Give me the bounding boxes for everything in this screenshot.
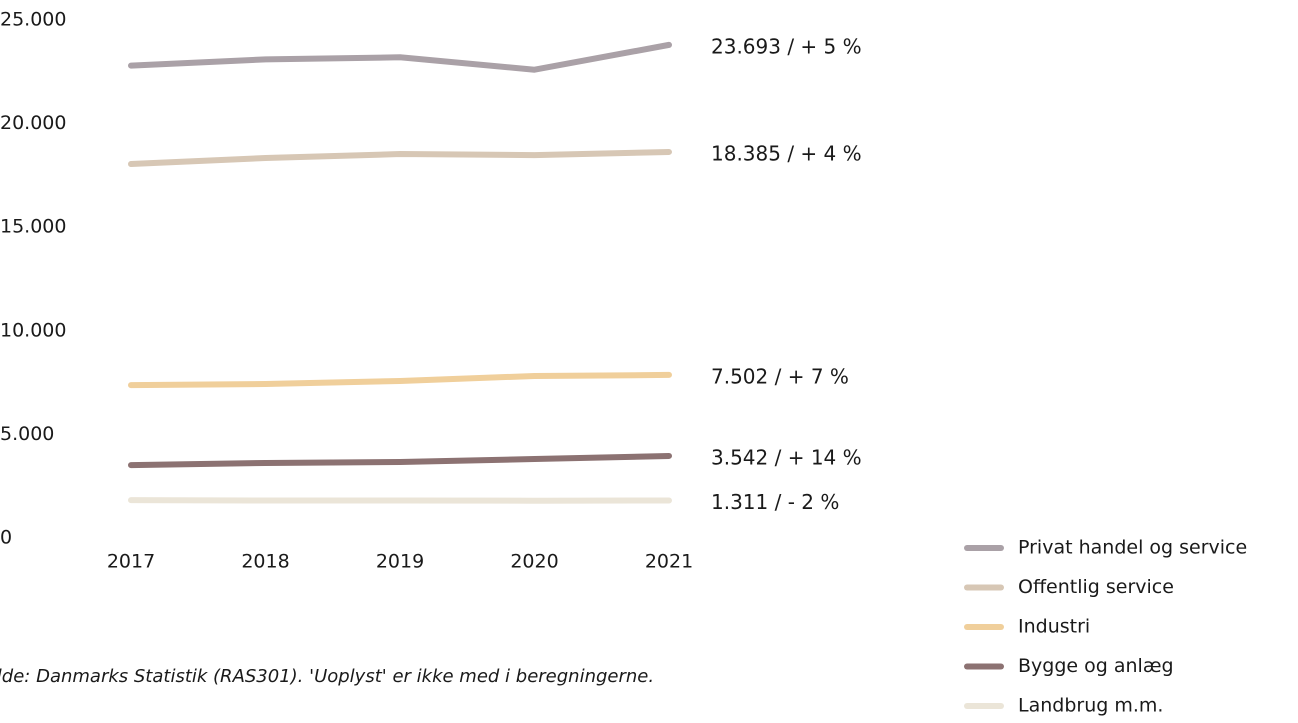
x-tick-label: 2018 bbox=[241, 551, 289, 573]
x-tick-label: 2020 bbox=[510, 551, 558, 573]
end-label: 3.542 / + 14 % bbox=[711, 445, 862, 469]
y-tick-label: 0 bbox=[0, 527, 12, 549]
legend-label: Landbrug m.m. bbox=[1018, 695, 1163, 717]
y-tick-label: 5.000 bbox=[0, 423, 54, 445]
legend-label: Offentlig service bbox=[1018, 576, 1174, 598]
y-tick-label: 15.000 bbox=[0, 216, 66, 238]
source-note: Kilde: Danmarks Statistik (RAS301). 'Uop… bbox=[0, 666, 654, 687]
series-line bbox=[128, 497, 672, 504]
series-line bbox=[128, 148, 672, 168]
series-line bbox=[128, 41, 672, 73]
y-tick-label: 25.000 bbox=[0, 9, 66, 31]
x-tick-label: 2019 bbox=[376, 551, 424, 573]
legend-label: Bygge og anlæg bbox=[1018, 655, 1174, 677]
legend-label: Industri bbox=[1018, 616, 1090, 638]
series-line bbox=[128, 452, 672, 469]
series-line bbox=[128, 371, 672, 389]
end-label: 23.693 / + 5 % bbox=[711, 34, 862, 58]
y-tick-label: 10.000 bbox=[0, 319, 66, 341]
legend-label: Privat handel og service bbox=[1018, 537, 1247, 559]
end-label: 1.311 / - 2 % bbox=[711, 490, 839, 514]
end-label: 7.502 / + 7 % bbox=[711, 364, 849, 388]
x-tick-label: 2021 bbox=[645, 551, 693, 573]
y-tick-label: 20.000 bbox=[0, 112, 66, 134]
x-tick-label: 2017 bbox=[107, 551, 155, 573]
end-label: 18.385 / + 4 % bbox=[711, 141, 862, 165]
